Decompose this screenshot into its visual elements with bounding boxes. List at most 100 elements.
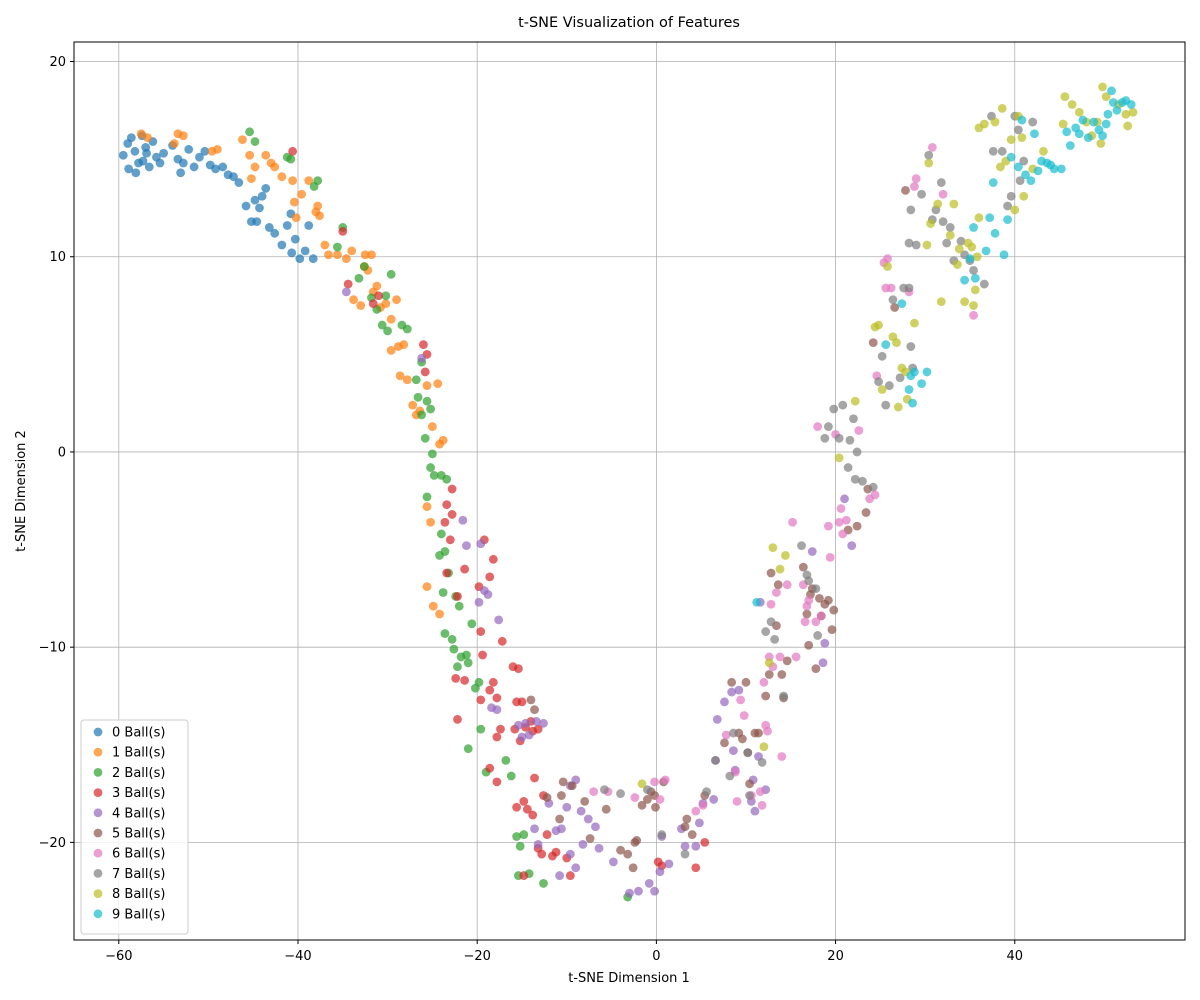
legend-entry: 2 Ball(s) [112,766,165,781]
scatter-point [1006,191,1016,201]
scatter-point [736,695,745,705]
scatter-point [1019,191,1029,201]
scatter-point [827,625,837,635]
scatter-point [1049,164,1059,174]
scatter-point [436,529,446,539]
scatter-point [954,244,964,254]
scatter-point [883,262,892,271]
scatter-point [533,724,543,734]
scatter-point [470,683,480,693]
scatter-point [750,806,760,816]
scatter-point [313,201,323,211]
scatter-point [743,748,753,757]
scatter-point [824,521,833,531]
scatter-point [938,189,948,199]
scatter-point [565,849,575,859]
scatter-point [1017,133,1027,143]
scatter-point [557,824,566,834]
scatter-point [1058,119,1068,129]
scatter-point [924,158,934,168]
scatter-point [565,871,575,880]
scatter-point [250,195,260,205]
scatter-point [252,217,262,227]
scatter-point [838,400,848,410]
scatter-point [979,279,989,289]
scatter-point [637,800,647,810]
scatter-point [386,269,396,279]
scatter-point [442,474,452,484]
scatter-point [854,426,864,435]
scatter-point [850,396,860,406]
scatter-point [594,843,604,853]
scatter-point [506,771,516,781]
scatter-point [660,775,670,785]
scatter-point [893,402,903,412]
scatter-point [741,677,751,687]
scatter-point [515,841,525,851]
scatter-point [737,734,747,744]
scatter-point [530,773,539,783]
scatter-point [395,371,405,381]
scatter-point [255,203,264,213]
legend-marker [93,848,103,858]
scatter-point [870,490,880,500]
legend-marker [93,768,103,777]
scatter-point [996,162,1005,172]
scatter-point [843,463,853,472]
scatter-point [818,658,828,668]
scatter-point [189,162,199,172]
scatter-point [1121,109,1131,119]
scatter-point [571,863,581,873]
scatter-point [972,252,982,262]
scatter-point [578,839,588,849]
scatter-point [449,644,459,654]
scatter-point [745,779,754,789]
scatter-point [411,375,421,385]
scatter-point [1003,201,1012,211]
scatter-point [454,601,464,611]
scatter-point [580,796,590,806]
scatter-point [426,517,435,527]
scatter-point [447,484,457,494]
scatter-point [777,752,787,761]
scatter-point [845,435,855,445]
legend-entry: 1 Ball(s) [112,746,165,761]
scatter-point [377,320,387,330]
scatter-point [286,154,296,164]
chart-title: t-SNE Visualization of Features [518,15,740,31]
scatter-point [462,541,471,551]
scatter-point [270,228,280,238]
scatter-point [969,301,978,310]
scatter-point [533,839,543,849]
scatter-point [754,728,763,738]
scatter-point [257,191,267,201]
scatter-point [664,859,674,869]
scatter-point [969,266,978,275]
scatter-point [988,146,998,156]
scatter-point [282,221,292,230]
scatter-point [433,379,443,389]
scatter-point [451,674,461,683]
scatter-point [427,422,437,431]
scatter-point [453,715,462,724]
scatter-point [1098,131,1107,141]
scatter-point [732,796,742,806]
scatter-point [895,373,905,383]
scatter-point [420,433,430,443]
scatter-point [970,273,980,283]
scatter-point [625,888,634,898]
scatter-point [886,283,896,293]
scatter-point [435,439,444,449]
scatter-point [200,146,210,156]
x-tick-label: 20 [827,949,844,964]
scatter-point [824,595,833,605]
scatter-point [698,800,708,810]
scatter-point [551,847,561,857]
scatter-point [218,162,228,172]
scatter-point [892,338,901,348]
scatter-point [811,664,821,674]
scatter-point [849,414,858,424]
scatter-point [1006,135,1016,145]
scatter-point [440,629,450,638]
legend-marker [93,808,103,818]
